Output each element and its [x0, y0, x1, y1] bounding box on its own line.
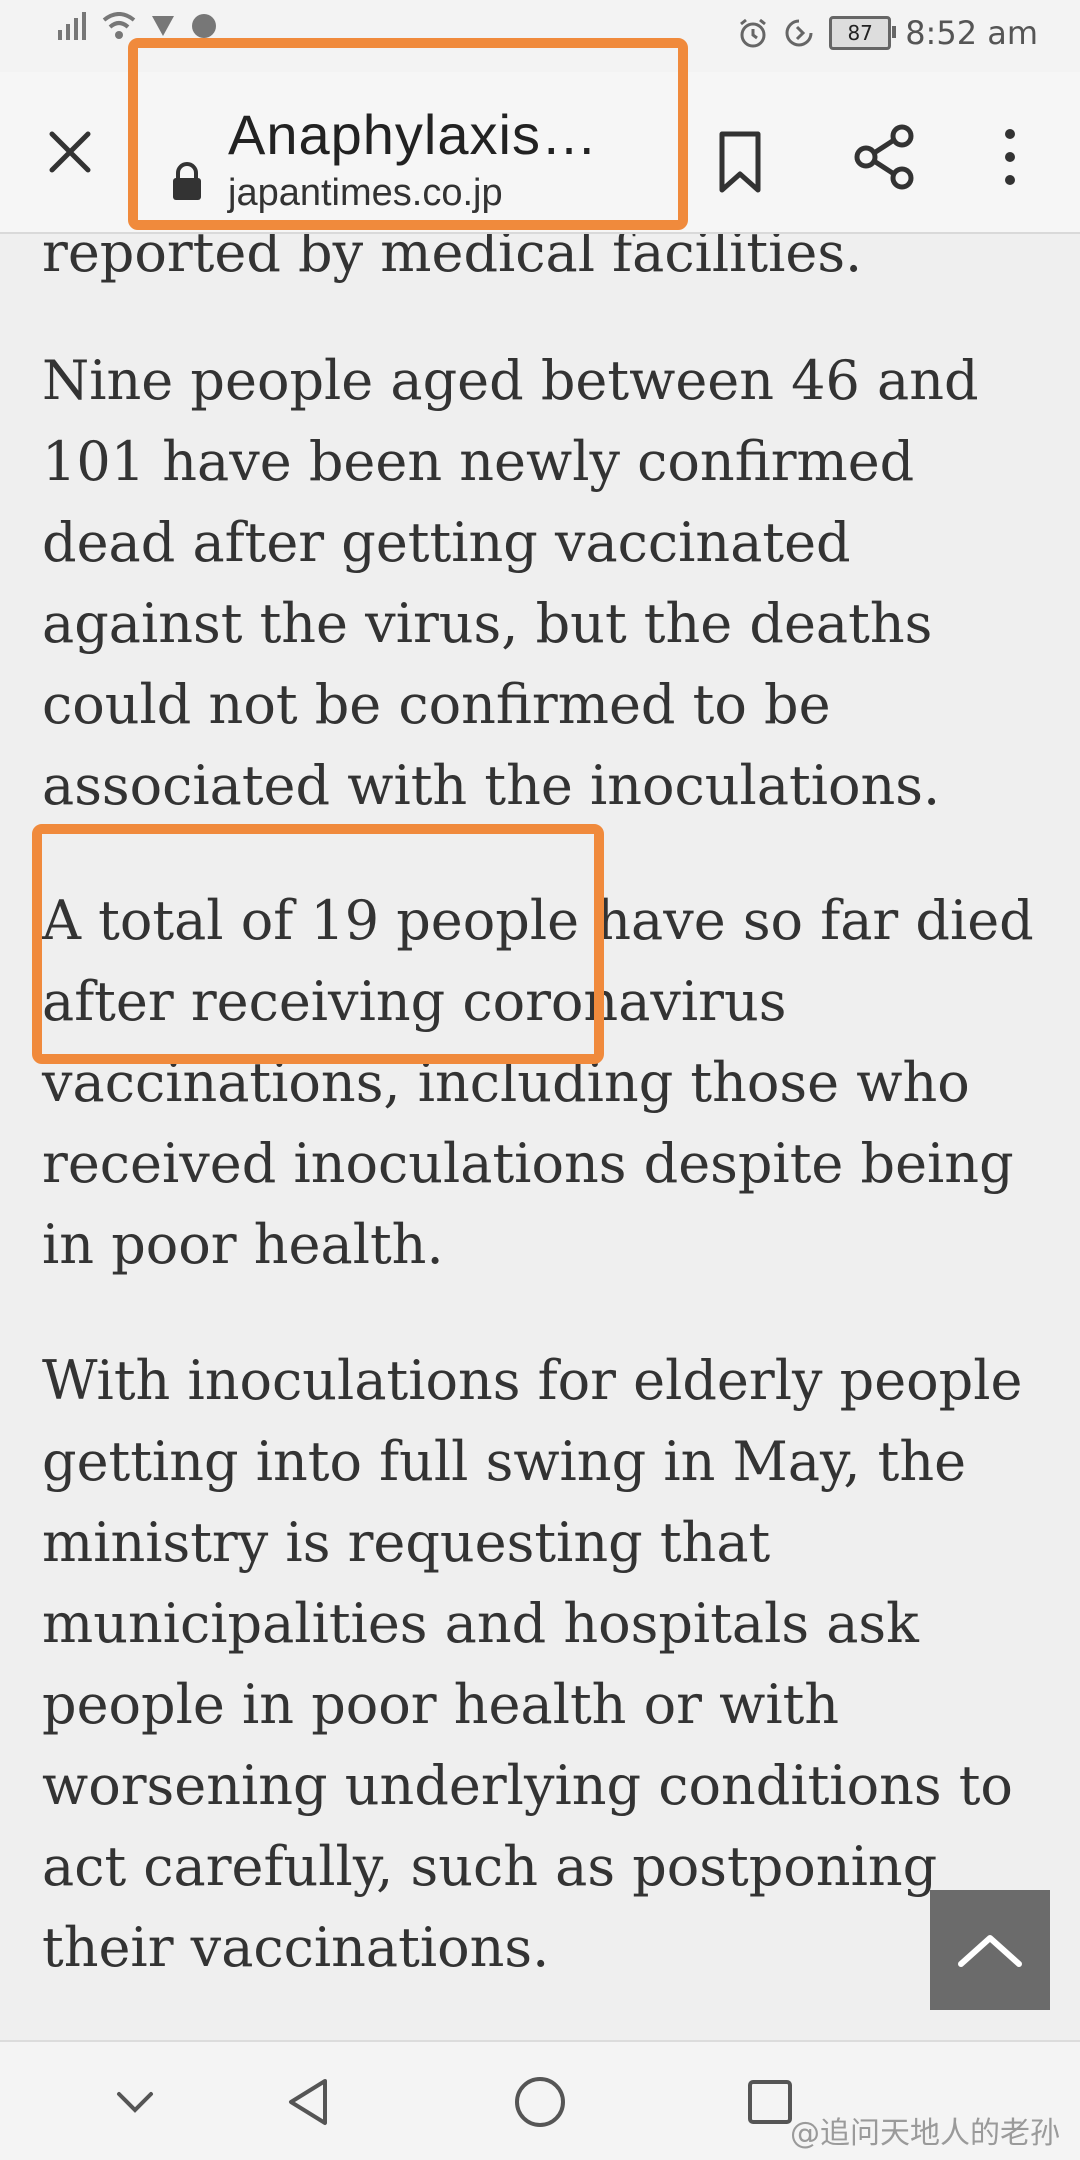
- home-button[interactable]: [510, 2072, 570, 2132]
- battery-level: 87: [847, 21, 873, 45]
- status-time: 8:52 am: [905, 14, 1038, 52]
- data-saver-icon: [785, 19, 813, 47]
- url-bar[interactable]: Anaphylaxis… japantimes.co.jp: [160, 100, 680, 214]
- recents-icon: [748, 2080, 792, 2124]
- more-vert-icon[interactable]: [990, 122, 1030, 192]
- close-button[interactable]: [40, 122, 100, 182]
- chevron-down-icon: [117, 2092, 153, 2113]
- close-icon: [49, 131, 91, 173]
- bookmark-icon[interactable]: [710, 128, 770, 198]
- home-icon: [515, 2077, 565, 2127]
- page-title: Anaphylaxis…: [228, 103, 598, 166]
- chevron-up-icon: [958, 1935, 1022, 1967]
- app-icon: [192, 14, 216, 38]
- url-highlight-box: [128, 38, 688, 230]
- status-left-icons: [58, 12, 218, 40]
- signal-icon: [58, 12, 86, 40]
- article-paragraph: With inoculations for elderly people get…: [42, 1349, 1023, 1979]
- navigation-bar: @追问天地人的老孙: [0, 2040, 1080, 2160]
- back-button[interactable]: [278, 2072, 338, 2132]
- hide-nav-button[interactable]: [105, 2072, 165, 2132]
- share-icon[interactable]: [850, 122, 920, 192]
- page-domain: japantimes.co.jp: [228, 172, 503, 214]
- article-paragraph: A total of 19 people have so far died af…: [42, 889, 1034, 1276]
- status-right-icons: 87 8:52 am: [737, 14, 1038, 52]
- text-highlight-box: [32, 824, 604, 1064]
- battery-icon: 87: [829, 16, 897, 50]
- status-bar: 87 8:52 am: [0, 0, 1080, 72]
- back-icon: [289, 2079, 327, 2125]
- watermark: @追问天地人的老孙: [790, 2116, 1060, 2151]
- wifi-icon: [102, 12, 136, 39]
- notification-icon: [152, 16, 174, 36]
- browser-toolbar: Anaphylaxis… japantimes.co.jp: [0, 72, 1080, 234]
- recents-button[interactable]: [740, 2072, 800, 2132]
- alarm-icon: [740, 18, 767, 48]
- scroll-to-top-button[interactable]: [930, 1890, 1050, 2010]
- article-paragraph: Nine people aged between 46 and 101 have…: [42, 349, 979, 817]
- lock-icon: [173, 162, 201, 200]
